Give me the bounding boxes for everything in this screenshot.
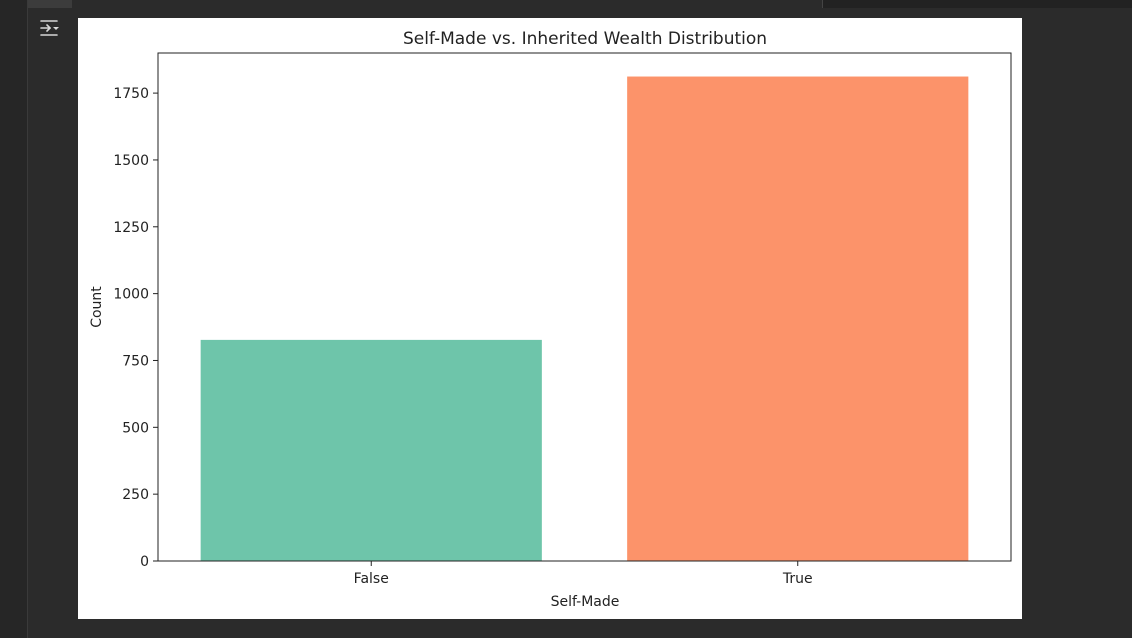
y-tick-label: 0	[140, 554, 149, 570]
y-tick-label: 250	[122, 487, 149, 503]
output-toggle-icon[interactable]	[38, 17, 62, 39]
y-tick-label: 500	[122, 420, 149, 436]
x-tick-label: False	[354, 571, 389, 587]
bar-false	[200, 339, 542, 561]
y-tick-label: 1250	[113, 220, 149, 236]
chart-figure: Self-Made vs. Inherited Wealth Distribut…	[78, 18, 1022, 619]
y-tick-label: 1000	[113, 287, 149, 303]
y-tick-label: 750	[122, 353, 149, 369]
top-panel-strip	[822, 0, 1132, 8]
bar-chart: Self-Made vs. Inherited Wealth Distribut…	[89, 29, 1012, 610]
left-gutter	[0, 0, 28, 638]
chart-title: Self-Made vs. Inherited Wealth Distribut…	[403, 29, 767, 49]
x-tick-label: True	[782, 571, 813, 587]
cell-tab[interactable]	[28, 0, 72, 8]
bar-true	[627, 76, 969, 562]
y-axis-label: Count	[89, 286, 105, 328]
plot-frame	[157, 52, 1012, 562]
y-tick-label: 1750	[113, 86, 149, 102]
x-axis-label: Self-Made	[551, 594, 620, 610]
y-tick-label: 1500	[113, 153, 149, 169]
